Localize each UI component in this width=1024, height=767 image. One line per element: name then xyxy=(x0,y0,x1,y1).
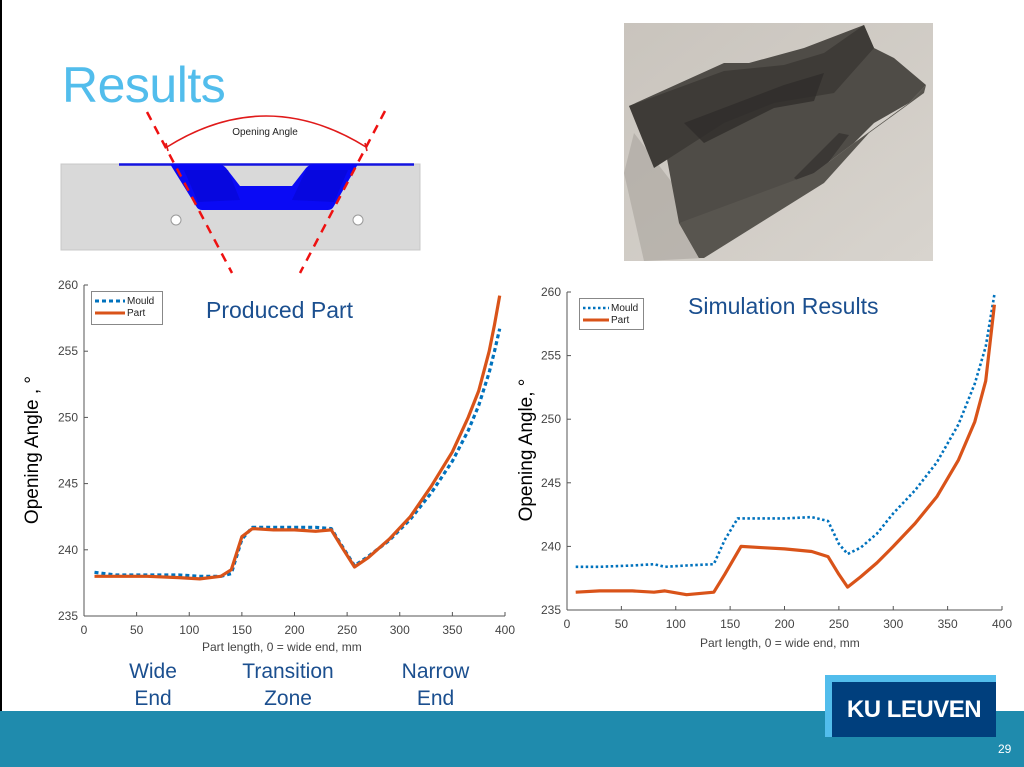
produced-part-chart: 0 50 100 150 200 250 300 350 400 235 240 245 250 255 2… xyxy=(0,270,520,660)
slide-number: 29 xyxy=(998,742,1012,756)
series-mould xyxy=(575,294,996,569)
legend-item-mould: Mould xyxy=(580,302,643,314)
series-mould xyxy=(94,328,502,578)
x-tick-label: 400 xyxy=(495,623,515,637)
mould-line-icon xyxy=(583,306,609,310)
x-tick-label: 200 xyxy=(284,623,304,637)
produced-part-photo xyxy=(624,23,933,261)
chart-legend: Mould Part xyxy=(579,298,644,330)
y-tick-label: 260 xyxy=(541,285,561,299)
series-part xyxy=(575,304,996,597)
x-tick-label: 300 xyxy=(390,623,410,637)
chart-title: Simulation Results xyxy=(688,293,879,319)
part-line-icon xyxy=(583,318,609,322)
zone-label-narrow-end: Narrow End xyxy=(401,660,470,710)
chart-legend: Mould Part xyxy=(91,291,163,325)
opening-angle-diagram: Opening Angle xyxy=(60,110,421,274)
legend-item-mould: Mould xyxy=(92,295,162,307)
y-tick-label: 235 xyxy=(541,603,561,617)
legend-item-part: Part xyxy=(580,314,643,326)
simulation-results-chart: 0 50 100 150 200 250 300 350 400 235 240 245 250 255 2… xyxy=(505,270,1024,660)
simulation-results-plot: 0 50 100 150 200 250 300 350 400 235 240 245 250 255 2… xyxy=(541,285,1012,631)
x-tick-label: 150 xyxy=(232,623,252,637)
angle-arc xyxy=(166,115,367,148)
ku-leuven-logo: KU LEUVEN xyxy=(832,682,996,737)
series-part xyxy=(94,295,502,581)
x-tick-label: 200 xyxy=(774,617,794,631)
y-tick-label: 240 xyxy=(541,539,561,553)
angle-line-right xyxy=(298,110,387,274)
x-tick-label: 0 xyxy=(81,623,88,637)
produced-part-plot: 0 50 100 150 200 250 300 350 400 235 240 245 250 255 2… xyxy=(58,278,515,637)
x-tick-label: 0 xyxy=(564,617,571,631)
y-axis-label: Opening Angle, ° xyxy=(516,378,537,522)
opening-angle-label: Opening Angle xyxy=(232,127,298,138)
slide-left-border xyxy=(0,0,2,711)
x-tick-label: 250 xyxy=(829,617,849,631)
y-tick-label: 250 xyxy=(58,410,78,424)
x-tick-label: 250 xyxy=(337,623,357,637)
x-tick-label: 350 xyxy=(938,617,958,631)
y-tick-label: 255 xyxy=(541,349,561,363)
legend-item-part: Part xyxy=(92,307,162,319)
y-tick-label: 245 xyxy=(58,477,78,491)
y-tick-label: 250 xyxy=(541,412,561,426)
chart-title: Produced Part xyxy=(206,297,354,323)
x-tick-label: 300 xyxy=(883,617,903,631)
slide-title: Results xyxy=(62,57,226,113)
y-tick-label: 240 xyxy=(58,543,78,557)
y-tick-label: 235 xyxy=(58,609,78,623)
x-tick-label: 400 xyxy=(992,617,1012,631)
hole-left xyxy=(170,214,182,226)
hole-right xyxy=(352,214,364,226)
x-tick-label: 100 xyxy=(179,623,199,637)
y-tick-label: 255 xyxy=(58,344,78,358)
y-tick-label: 245 xyxy=(541,476,561,490)
y-tick-label: 260 xyxy=(58,278,78,292)
zone-label-transition-zone: Transition Zone xyxy=(242,660,334,710)
x-tick-label: 350 xyxy=(442,623,462,637)
y-axis-label: Opening Angle , ° xyxy=(22,375,43,525)
x-tick-label: 50 xyxy=(615,617,629,631)
x-tick-label: 150 xyxy=(720,617,740,631)
x-tick-label: 100 xyxy=(666,617,686,631)
x-tick-label: 50 xyxy=(130,623,144,637)
zone-label-wide-end: Wide End xyxy=(129,660,177,710)
x-axis-label: Part length, 0 = wide end, mm xyxy=(202,640,362,654)
mould-line-icon xyxy=(95,299,125,303)
x-axis-label: Part length, 0 = wide end, mm xyxy=(700,636,860,650)
part-line-icon xyxy=(95,311,125,315)
angle-line-left xyxy=(145,111,234,274)
